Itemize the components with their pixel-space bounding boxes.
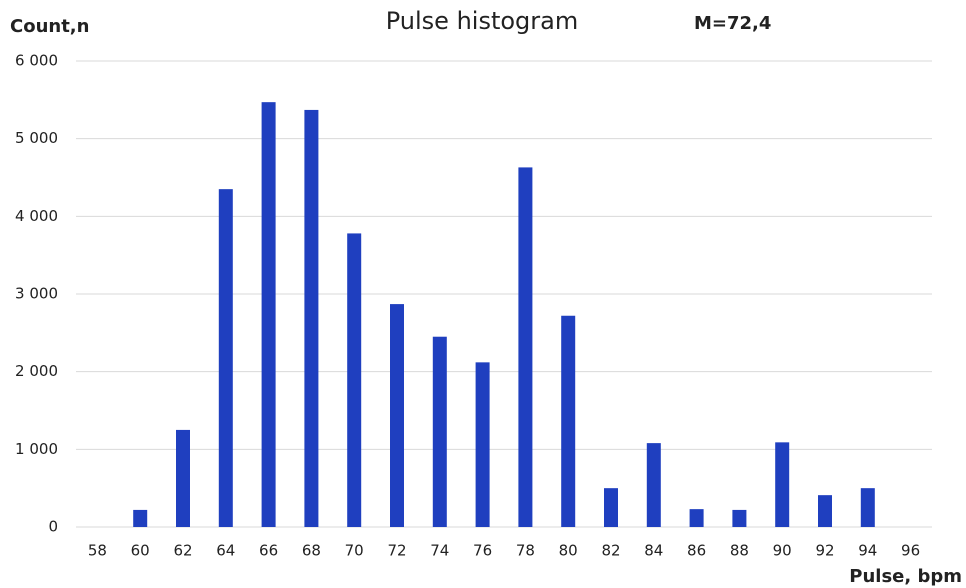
annotation: M=72,4 — [694, 13, 771, 34]
bar — [218, 189, 233, 527]
y-tick-label: 3 000 — [15, 285, 58, 303]
bar — [347, 233, 362, 528]
bar — [432, 336, 447, 527]
x-tick-label: 74 — [430, 542, 449, 560]
x-tick-label: 82 — [601, 542, 620, 560]
x-tick-label: 80 — [559, 542, 578, 560]
bar — [604, 488, 618, 527]
bar — [775, 442, 790, 527]
x-tick-label: 78 — [516, 542, 535, 560]
x-tick-label: 72 — [387, 542, 406, 560]
x-tick-label: 88 — [730, 542, 749, 560]
y-tick-label: 4 000 — [15, 207, 58, 225]
y-tick-label: 0 — [48, 518, 58, 536]
bar — [475, 362, 490, 527]
x-tick-label: 92 — [815, 542, 834, 560]
bar — [732, 509, 747, 527]
bar — [390, 304, 404, 527]
bar — [518, 167, 533, 528]
x-tick-label: 62 — [173, 542, 192, 560]
bar — [818, 495, 832, 527]
y-tick-label: 1 000 — [15, 440, 58, 458]
bar — [133, 509, 148, 527]
bar — [561, 315, 576, 527]
x-tick-label: 64 — [216, 542, 235, 560]
bar — [689, 509, 704, 527]
x-tick-label: 84 — [644, 542, 663, 560]
bar — [304, 109, 319, 528]
y-axis-label: Count,n — [10, 16, 89, 37]
x-tick-label: 68 — [302, 542, 321, 560]
x-tick-label: 94 — [858, 542, 877, 560]
x-axis-label: Pulse, bpm — [849, 566, 962, 587]
y-tick-label: 2 000 — [15, 362, 58, 380]
bar — [646, 443, 661, 527]
bar — [860, 488, 875, 527]
x-tick-label: 60 — [131, 542, 150, 560]
x-tick-label: 90 — [773, 542, 792, 560]
x-tick-label: 76 — [473, 542, 492, 560]
bar — [261, 102, 276, 527]
bar — [176, 429, 190, 527]
chart-title: Pulse histogram — [386, 7, 579, 35]
y-tick-label: 6 000 — [15, 52, 58, 70]
x-tick-label: 96 — [901, 542, 920, 560]
x-tick-label: 58 — [88, 542, 107, 560]
x-tick-label: 66 — [259, 542, 278, 560]
x-tick-label: 70 — [345, 542, 364, 560]
x-tick-label: 86 — [687, 542, 706, 560]
y-tick-label: 5 000 — [15, 129, 58, 147]
